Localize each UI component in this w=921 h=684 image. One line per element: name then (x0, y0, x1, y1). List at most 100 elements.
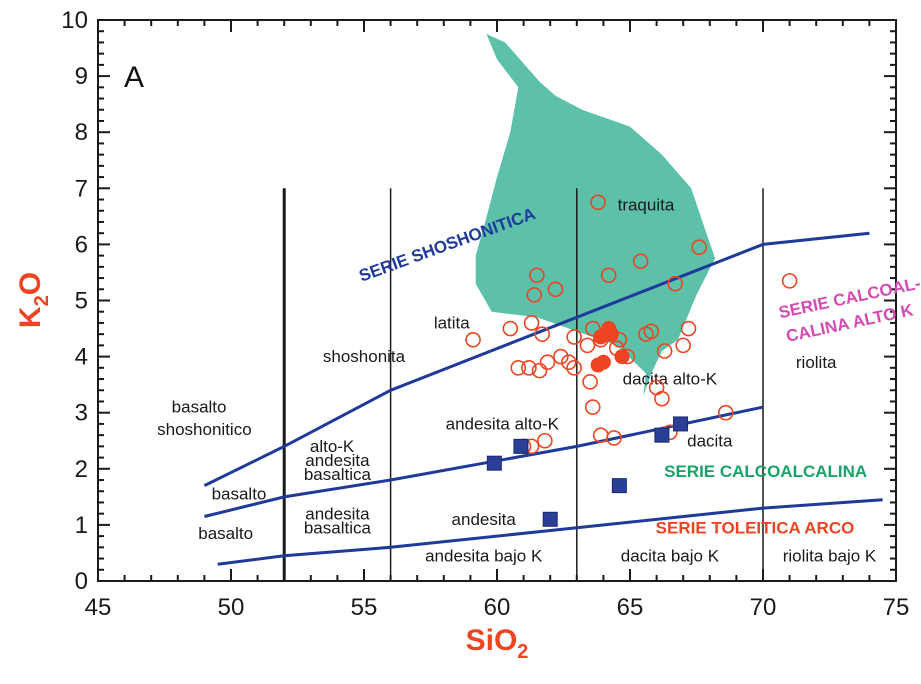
point-open-circle-3 (523, 315, 540, 331)
point-open-circle-11 (553, 348, 569, 365)
point-open-circle-41 (566, 329, 582, 345)
point-open-circle-18 (584, 399, 601, 415)
y-tick-label-7: 7 (75, 175, 88, 202)
y-tick-label-3: 3 (75, 400, 88, 427)
point-open-circle-32 (667, 275, 684, 292)
y-axis-title-sub: 2 (31, 295, 53, 306)
field-label-11: dacita (687, 431, 733, 450)
point-open-circle-27 (643, 323, 660, 340)
point-filled-circle-2 (603, 326, 619, 342)
point-open-circle-19 (590, 194, 606, 211)
field-label-16: andesita (452, 510, 517, 529)
point-open-circle-0 (465, 331, 481, 348)
field-label-6: alto-K (310, 437, 355, 456)
y-axis-title-tail: O (14, 272, 47, 295)
point-open-circle-7 (547, 281, 564, 298)
x-tick-label-45: 45 (85, 594, 112, 621)
point-open-circle-16 (566, 360, 582, 376)
field-label-12: basalto (212, 485, 267, 504)
field-label-10: dacita alto-K (623, 370, 718, 389)
field-label-4: traquita (618, 196, 675, 215)
field-label-5: riolita (796, 353, 837, 372)
field-label-19: riolita bajo K (783, 546, 877, 565)
x-tick-label-75: 75 (883, 594, 910, 621)
point-square-1 (513, 438, 529, 454)
point-filled-circle-5 (590, 357, 606, 373)
point-open-circle-1 (502, 320, 519, 337)
point-open-circle-37 (781, 273, 798, 289)
points-layer (465, 194, 798, 527)
point-square-3 (611, 478, 627, 494)
point-square-5 (673, 416, 689, 432)
point-open-circle-25 (632, 253, 649, 270)
point-open-circle-33 (675, 337, 692, 354)
point-open-circle-14 (537, 432, 553, 449)
point-open-circle-30 (656, 343, 673, 359)
point-open-circle-10 (539, 354, 556, 371)
x-axis-title-sub: 2 (517, 641, 528, 663)
point-open-circle-2 (510, 360, 527, 376)
point-open-circle-6 (534, 326, 551, 342)
y-tick-label-10: 10 (61, 7, 88, 34)
field-label-0: basalto (172, 398, 227, 417)
region-layer (475, 34, 716, 396)
x-tick-label-60: 60 (484, 594, 511, 621)
field-label-1: shoshonitico (157, 420, 252, 439)
x-tick-label-65: 65 (617, 594, 644, 621)
field-region (475, 34, 716, 396)
y-tick-label-6: 6 (75, 231, 88, 258)
field-label-8: basaltica (304, 465, 372, 484)
field-label-9: andesita alto-K (446, 415, 560, 434)
point-open-circle-43 (584, 320, 601, 337)
field-label-15: basaltica (304, 518, 372, 537)
x-axis-title: SiO2 (466, 624, 529, 663)
point-open-circle-5 (529, 267, 545, 284)
boundary-lines-layer (203, 188, 883, 581)
point-filled-circle-4 (614, 349, 630, 365)
field-label-18: dacita bajo K (621, 546, 720, 565)
point-open-circle-42 (579, 337, 596, 354)
point-open-circle-8 (521, 360, 537, 376)
y-tick-label-5: 5 (75, 288, 88, 315)
field-label-3: latita (434, 314, 470, 333)
series-label-4: SERIE TOLEITICA ARCO (656, 518, 855, 537)
field-label-17: andesita bajo K (425, 546, 543, 565)
point-open-circle-36 (717, 404, 734, 421)
y-tick-label-9: 9 (75, 63, 88, 90)
point-open-circle-21 (600, 267, 617, 284)
x-tick-label-70: 70 (750, 594, 777, 621)
point-open-circle-35 (691, 239, 707, 256)
boundary-line-high-K (204, 405, 764, 518)
y-tick-label-2: 2 (75, 456, 88, 483)
point-square-2 (542, 511, 558, 527)
point-open-circle-29 (654, 390, 670, 407)
field-label-13: basalto (198, 524, 253, 543)
field-label-7: andesita (305, 451, 370, 470)
x-axis-title-main: SiO (466, 624, 518, 657)
y-tick-label-0: 0 (75, 568, 88, 595)
panel-label: A (124, 61, 144, 94)
y-tick-label-8: 8 (75, 119, 88, 146)
y-axis-title: K2O (14, 272, 53, 328)
y-axis-title-main: K (14, 306, 47, 328)
point-open-circle-22 (606, 430, 622, 446)
x-tick-label-50: 50 (218, 594, 245, 621)
point-open-circle-4 (526, 287, 543, 303)
x-tick-label-55: 55 (351, 594, 378, 621)
point-open-circle-34 (680, 320, 697, 337)
y-tick-label-4: 4 (75, 344, 88, 371)
point-square-0 (486, 455, 502, 471)
y-tick-label-1: 1 (75, 512, 88, 539)
point-open-circle-9 (531, 362, 548, 379)
boundary-line-low-K (217, 498, 883, 566)
field-label-14: andesita (305, 504, 370, 523)
field-label-2: shoshonita (323, 347, 406, 366)
series-label-3: SERIE CALCOALCALINA (664, 462, 867, 481)
boundary-line-shoshonitic (203, 231, 870, 487)
point-open-circle-17 (582, 374, 598, 390)
point-open-circle-15 (561, 354, 577, 371)
point-square-4 (654, 427, 670, 443)
